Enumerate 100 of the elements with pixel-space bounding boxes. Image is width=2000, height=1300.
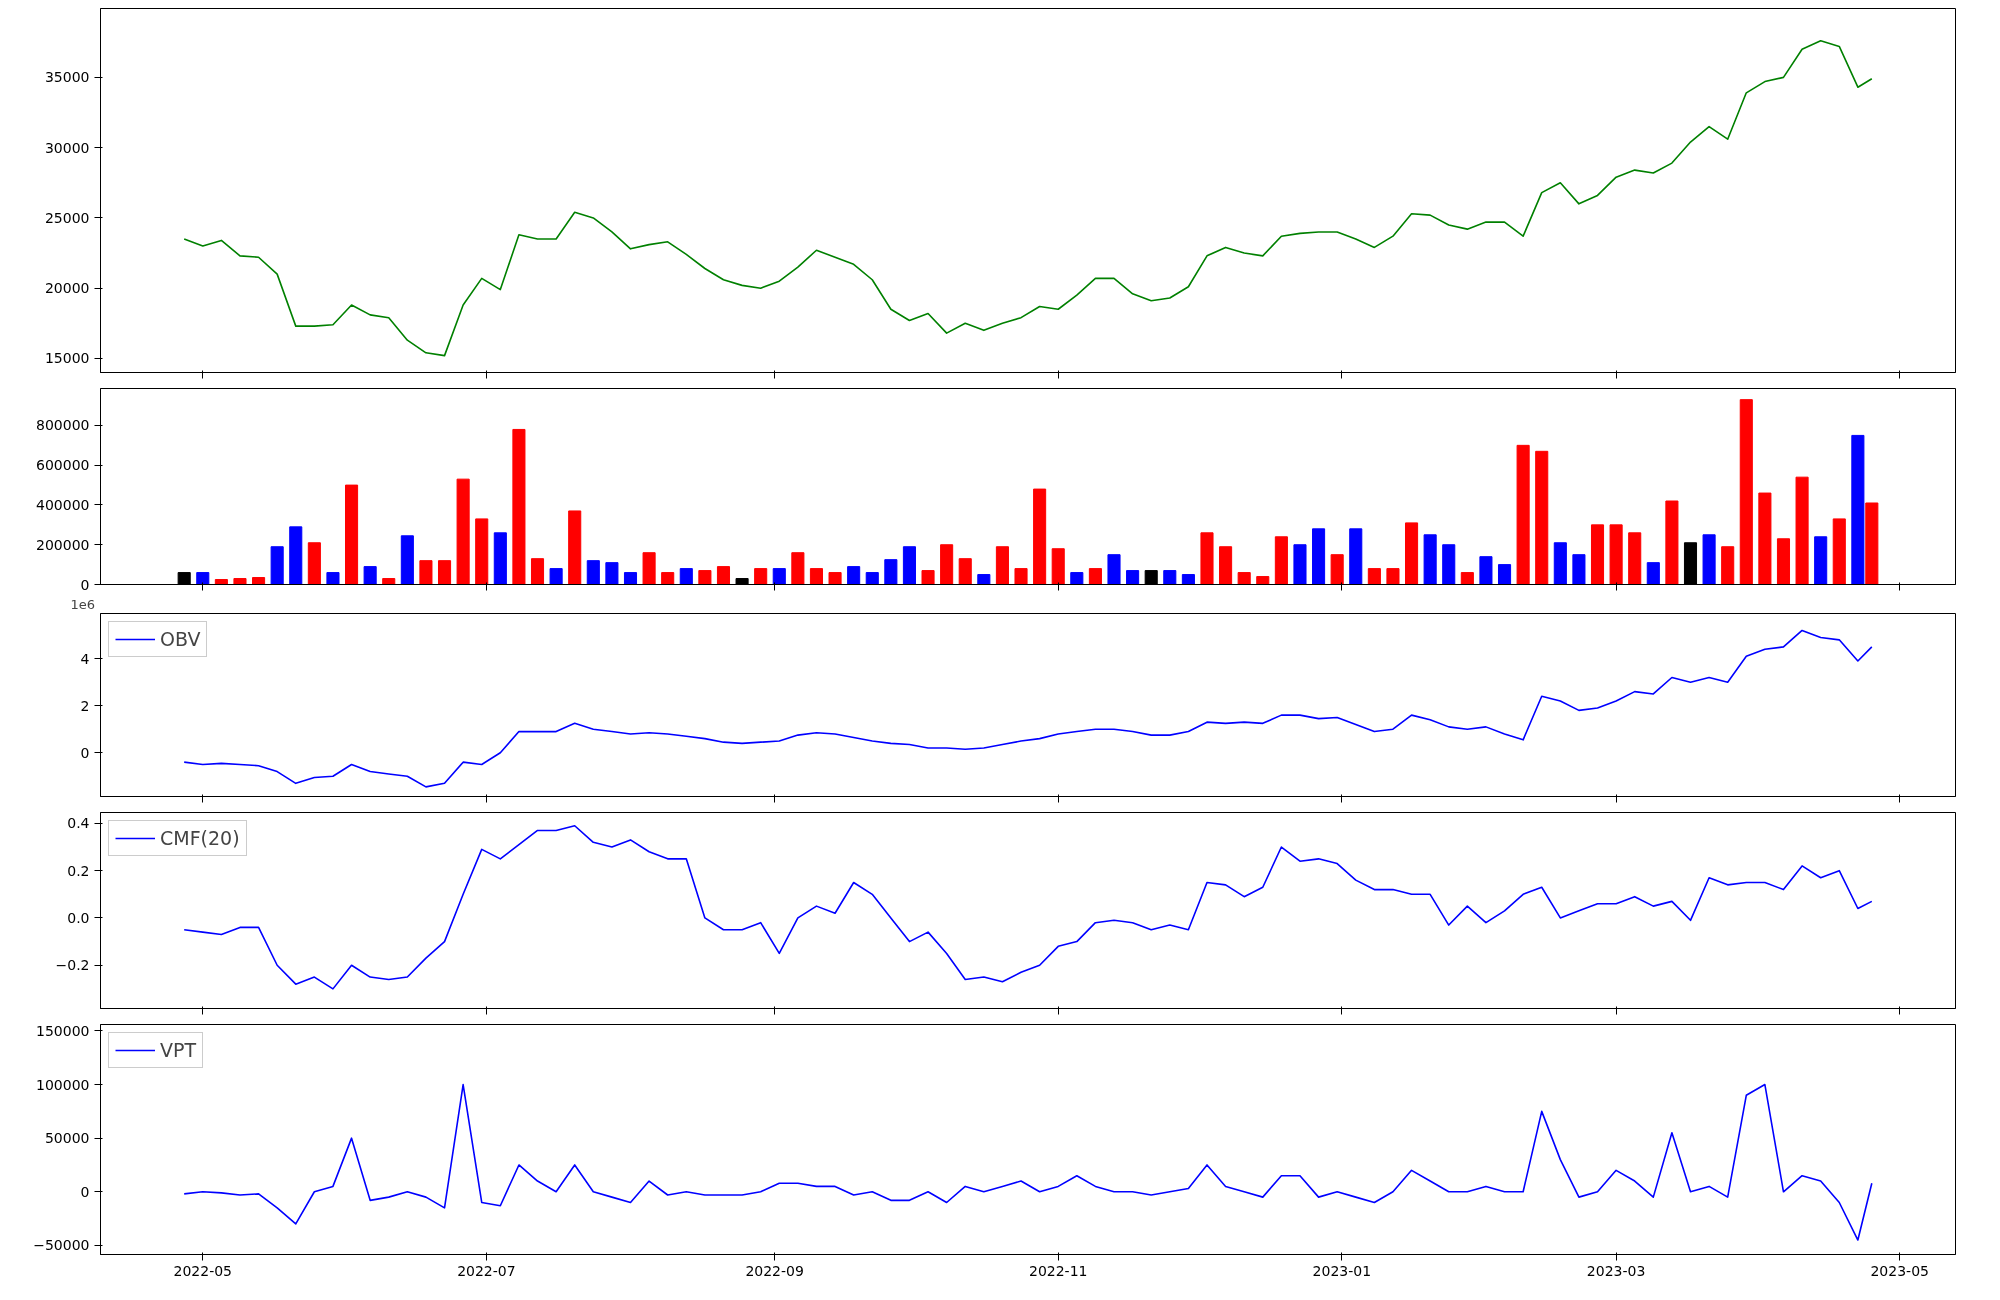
bar — [809, 568, 824, 585]
bar — [1033, 488, 1047, 585]
y-tick-label: −0.2 — [55, 957, 90, 974]
y-tick-label: 15000 — [44, 350, 90, 367]
y-tick-label: 150000 — [36, 1022, 90, 1039]
bar — [363, 566, 377, 585]
bar — [679, 568, 693, 585]
text: 1e6 — [70, 596, 96, 612]
x-tick-label: 2022-11 — [1028, 1262, 1088, 1279]
legend-label: OBV — [160, 628, 201, 650]
bar — [865, 572, 879, 585]
bar — [642, 552, 656, 585]
bar — [791, 552, 805, 585]
bar — [1088, 568, 1102, 585]
bar — [1237, 572, 1251, 585]
x-tick-label: 2022-09 — [745, 1262, 804, 1279]
bar — [754, 568, 768, 585]
y-tick-label: 0.0 — [67, 909, 90, 926]
bar — [716, 566, 731, 585]
bar — [1814, 536, 1828, 585]
bar — [1646, 562, 1660, 585]
y-tick-label: 200000 — [36, 536, 90, 553]
bar — [1479, 556, 1493, 585]
y-tick-label: 20000 — [44, 280, 90, 297]
bar — [1405, 522, 1419, 585]
y-tick-label: 50000 — [44, 1130, 90, 1147]
y-tick-label: 2 — [80, 697, 90, 714]
bar — [1553, 542, 1567, 585]
y-tick-label: 0.2 — [67, 862, 90, 879]
bar — [456, 478, 470, 585]
bar — [1423, 534, 1437, 585]
x-tick-label: 2023-05 — [1870, 1262, 1929, 1279]
bar — [419, 560, 433, 585]
legend-label: CMF(20) — [160, 827, 240, 849]
bar — [1181, 574, 1195, 585]
bar — [1609, 524, 1623, 585]
line-series — [183, 1083, 1873, 1241]
bar — [270, 546, 284, 585]
bar — [1219, 546, 1233, 585]
bar — [1865, 502, 1879, 585]
bar — [512, 428, 526, 585]
bar — [902, 546, 916, 585]
bar — [530, 558, 545, 585]
bar — [382, 578, 396, 585]
bar — [568, 510, 582, 585]
bar — [1851, 434, 1865, 585]
bar — [1070, 572, 1084, 585]
y-tick-label: 0 — [80, 576, 90, 593]
bar — [1590, 524, 1605, 585]
bar — [1702, 534, 1716, 585]
bar — [977, 574, 991, 585]
bar — [1014, 568, 1028, 585]
bar — [252, 577, 266, 585]
bar — [1758, 492, 1772, 585]
bar — [549, 568, 563, 585]
bar — [1293, 544, 1307, 585]
bar — [661, 572, 675, 585]
bar — [1535, 450, 1549, 585]
bar — [958, 558, 972, 585]
bar — [214, 579, 228, 585]
bar — [289, 526, 303, 585]
y-tick-label: −50000 — [33, 1237, 90, 1254]
y-tick-label: 0 — [80, 1183, 90, 1200]
bar — [1312, 528, 1326, 585]
bar — [1460, 572, 1474, 585]
bar — [1163, 570, 1177, 585]
bar — [1832, 518, 1846, 585]
bar — [1386, 568, 1400, 585]
y-tick-label: 800000 — [36, 417, 90, 434]
bar — [233, 578, 247, 585]
bar — [1367, 568, 1381, 585]
bar — [884, 559, 898, 585]
y-tick-label: 100000 — [36, 1076, 90, 1093]
bar — [345, 484, 359, 585]
bar — [1516, 444, 1530, 585]
bar — [1051, 548, 1065, 585]
bar — [1628, 532, 1642, 585]
x-tick-label: 2022-05 — [173, 1262, 233, 1279]
bar — [1721, 546, 1735, 585]
y-tick-label: 25000 — [44, 209, 90, 226]
bar — [995, 546, 1009, 585]
legend-label: VPT — [160, 1039, 197, 1061]
bar — [828, 572, 842, 585]
bar — [1776, 538, 1791, 585]
bar — [1256, 576, 1270, 585]
bar — [586, 560, 600, 585]
bar — [475, 518, 489, 585]
y-tick-label: 0 — [80, 744, 90, 761]
x-tick-label: 2023-03 — [1586, 1262, 1646, 1279]
bar — [921, 570, 935, 585]
bar — [1442, 544, 1456, 585]
bar — [326, 572, 340, 585]
bar — [307, 542, 321, 585]
bar — [400, 535, 414, 585]
bar — [1126, 570, 1140, 585]
line-series — [183, 40, 1873, 357]
bar — [847, 566, 861, 585]
y-tick-label: 4 — [80, 650, 90, 667]
bar — [1349, 528, 1363, 585]
bar — [1665, 500, 1679, 585]
